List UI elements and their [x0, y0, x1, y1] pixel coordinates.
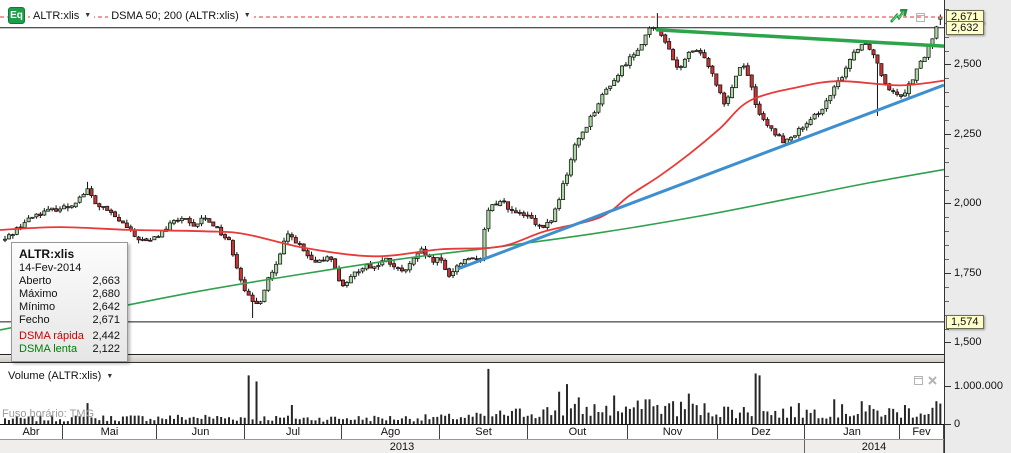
axis-tick [945, 329, 949, 330]
axis-tick [945, 301, 949, 302]
panel-splitter[interactable] [0, 355, 944, 362]
tooltip-low-row: Mínimo 2,642 [19, 301, 120, 313]
volume-label: Volume (ALTR:xlis) [8, 370, 102, 382]
tooltip-dsma-fast-row: DSMA rápida 2,442 [19, 330, 120, 342]
axis-tick [945, 217, 949, 218]
dsma-slow-line [0, 168, 944, 331]
axis-tick [945, 120, 949, 121]
price-axis-label: 1,750 [954, 266, 982, 279]
month-cell-jul: Jul [245, 425, 342, 439]
month-cell-mai: Mai [63, 425, 157, 439]
month-cell-dez: Dez [718, 425, 805, 439]
price-axis-label: 2,000 [954, 197, 982, 210]
axis-tick [945, 342, 951, 343]
axis-tick [945, 78, 949, 79]
axis-tick [945, 162, 949, 163]
month-cell-fev: Fev [900, 425, 944, 439]
axis-tick [945, 106, 949, 107]
month-cell-abr: Abr [0, 425, 63, 439]
chevron-down-icon[interactable]: ▼ [106, 372, 114, 380]
month-cell-nov: Nov [628, 425, 718, 439]
price-axis-label: 2,500 [954, 58, 982, 71]
indicator-label: DSMA 50; 200 (ALTR:xlis) [111, 9, 239, 22]
tooltip-close-row: Fecho 2,671 [19, 314, 120, 326]
tooltip-high-row: Máximo 2,680 [19, 288, 120, 300]
month-cell-out: Out [528, 425, 628, 439]
horizontal-level-lines [0, 27, 944, 323]
tooltip-symbol: ALTR:xlis [19, 247, 75, 261]
restore-window-icon[interactable] [913, 375, 924, 386]
volume-indicator-dropdown[interactable]: Volume (ALTR:xlis) ▼ [8, 370, 113, 382]
axis-tick [945, 245, 949, 246]
volume-axis-label: 0 [954, 418, 961, 430]
axis-tick [945, 176, 949, 177]
y-axis-price-scale[interactable]: 2,500 2,250 2,000 1,750 1,500 2,671 2,632 1,574… [944, 0, 1011, 453]
axis-tick [945, 64, 951, 65]
price-chart-panel[interactable]: Eq ALTR:xlis ▼ DSMA 50; 200 (ALTR:xlis) … [0, 0, 944, 362]
trendline-ascending-support [457, 83, 944, 271]
x-axis-months[interactable]: Abr Mai Jun Jul Ago Set Out Nov Dez Jan Fev [0, 425, 944, 440]
dsma-fast-line [0, 79, 944, 258]
axis-tick [945, 231, 949, 232]
level-price-tag: 1,574 [946, 315, 984, 329]
axis-tick [945, 92, 949, 93]
indicator-dropdown[interactable]: DSMA 50; 200 (ALTR:xlis) ▼ [108, 8, 254, 23]
month-cell-jun: Jun [157, 425, 245, 439]
candlestick-series [3, 13, 943, 319]
volume-axis-label: 1.000.000 [954, 380, 1003, 392]
chevron-down-icon[interactable]: ▼ [84, 12, 92, 19]
axis-tick [945, 190, 949, 191]
month-cell-set: Set [440, 425, 528, 439]
axis-tick [945, 51, 949, 52]
axis-tick [945, 273, 951, 274]
axis-tick [945, 424, 951, 425]
chart-legend: Eq ALTR:xlis ▼ DSMA 50; 200 (ALTR:xlis) … [8, 7, 254, 24]
close-icon[interactable] [927, 375, 938, 386]
tooltip-date: 14-Fev-2014 [19, 262, 82, 274]
axis-tick [945, 287, 949, 288]
symbol-dropdown[interactable]: ALTR:xlis ▼ [30, 8, 95, 23]
year-cell-2014: 2014 [805, 440, 944, 453]
axis-tick [945, 134, 951, 135]
price-axis-label: 2,250 [954, 127, 982, 140]
month-cell-ago: Ago [342, 425, 440, 439]
axis-tick [945, 37, 949, 38]
price-axis-label: 1,500 [954, 336, 982, 349]
realtime-flash-icon [890, 9, 908, 23]
level-price-tag: 2,632 [946, 21, 984, 35]
volume-panel[interactable]: Fuso horário: TMG Volume (ALTR:xlis) ▼ [0, 362, 944, 425]
tooltip-dsma-slow-row: DSMA lenta 2,122 [19, 343, 120, 355]
equity-type-badge: Eq [8, 7, 25, 24]
axis-tick [945, 203, 951, 204]
symbol-label: ALTR:xlis [33, 9, 80, 22]
axis-tick [945, 148, 949, 149]
volume-bars [4, 368, 942, 424]
restore-window-icon[interactable] [915, 12, 926, 23]
chevron-down-icon[interactable]: ▼ [243, 12, 251, 19]
month-cell-jan: Jan [805, 425, 900, 439]
ohlc-tooltip: ALTR:xlis 14-Fev-2014 Aberto 2,663 Máximo… [11, 242, 128, 362]
trendline-descending-resistance [655, 27, 944, 48]
volume-bars-chart[interactable] [0, 362, 944, 425]
year-cell-2013: 2013 [0, 440, 805, 453]
axis-tick [945, 9, 949, 10]
x-axis-years: 2013 2014 [0, 440, 944, 453]
axis-tick [945, 386, 951, 387]
timezone-note: Fuso horário: TMG [2, 408, 95, 420]
tooltip-open-row: Aberto 2,663 [19, 275, 120, 287]
axis-tick [945, 259, 949, 260]
candlestick-chart[interactable] [0, 0, 944, 355]
